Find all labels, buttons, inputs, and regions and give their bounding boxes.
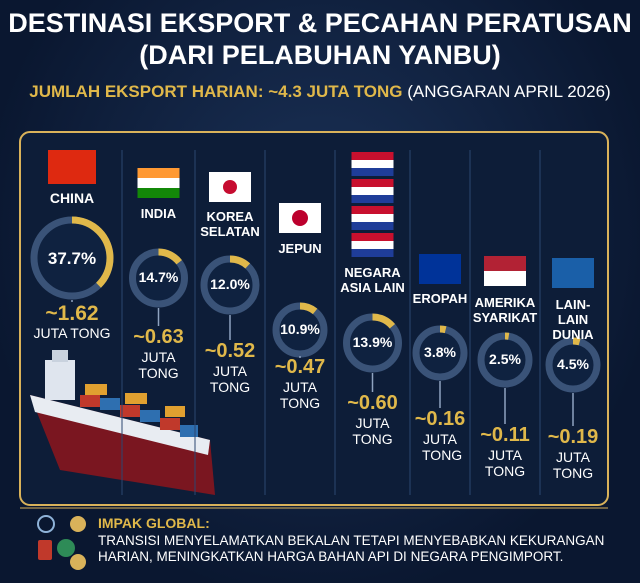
flag [351, 195, 394, 203]
volume-unit: JUTA TONG [484, 447, 526, 480]
flag [351, 179, 394, 187]
volume-unit: JUTA TONG [552, 449, 594, 482]
flag-emblem [292, 210, 308, 226]
destination-name: LAIN-LAIN DUNIA [552, 297, 594, 342]
destination-name: NEGARA ASIA LAIN [340, 265, 405, 295]
volume-unit: JUTA TONG [422, 431, 463, 464]
volume: ~0.11 [480, 424, 530, 446]
flag [351, 222, 394, 230]
flag [351, 160, 394, 168]
flag [351, 241, 394, 249]
ring-share [477, 332, 533, 388]
flag [137, 178, 180, 188]
flag [48, 150, 96, 184]
destination-name: AMERIKA SYARIKAT [472, 295, 538, 325]
volume-unit: JUTA TONG [352, 415, 393, 448]
flag [351, 206, 394, 214]
volume: ~0.63 [133, 326, 184, 348]
title: DESTINASI EKSPORT & PECAHAN PERATUSAN [8, 8, 632, 38]
destination-name: EROPAH [412, 291, 468, 306]
volume-unit: JUTA TONG [138, 349, 179, 382]
ring-share [272, 302, 328, 358]
volume-unit: JUTA TONG [279, 379, 321, 412]
flag [419, 254, 461, 284]
share-label: 2.5% [489, 351, 521, 367]
flag [351, 187, 394, 195]
impact-title: IMPAK GLOBAL: [98, 515, 210, 531]
volume: ~0.47 [274, 356, 326, 378]
flag [137, 188, 180, 198]
flag [351, 233, 394, 241]
flag [137, 168, 180, 178]
subtitle-note: (ANGGARAN APRIL 2026) [407, 82, 611, 101]
ring-share [129, 248, 188, 308]
share-label: 13.9% [352, 334, 393, 350]
destination-name: CHINA [49, 190, 95, 206]
volume-unit: JUTA TONG [209, 363, 251, 396]
ring-share [545, 337, 601, 393]
share-label: 37.7% [47, 249, 97, 268]
ring-share [200, 255, 260, 315]
impact-icons [37, 515, 86, 570]
impact-text: TRANSISI MENYELAMATKAN BEKALAN TETAPI ME… [98, 533, 605, 564]
volume: ~1.62 [45, 302, 99, 325]
flag [351, 214, 394, 222]
flag [484, 271, 526, 286]
subtitle-main: JUMLAH EKSPORT HARIAN: ~4.3 JUTA TONG [29, 82, 403, 101]
destination-name: KOREA SELATAN [200, 209, 260, 239]
flag [351, 152, 394, 160]
flag [351, 168, 394, 176]
ring-share [343, 313, 402, 373]
ring-share [30, 216, 114, 300]
volume: ~0.16 [414, 408, 466, 430]
share-label: 4.5% [557, 356, 589, 372]
volume: ~0.52 [204, 340, 256, 362]
flag [484, 256, 526, 271]
share-label: 3.8% [424, 344, 456, 360]
title: (DARI PELABUHAN YANBU) [139, 40, 501, 70]
ring-share [412, 325, 468, 381]
subtitle: JUMLAH EKSPORT HARIAN: ~4.3 JUTA TONG (A… [0, 82, 640, 102]
volume: ~0.19 [547, 426, 599, 448]
flag [552, 258, 594, 288]
volume: ~0.60 [347, 392, 398, 414]
share-label: 14.7% [138, 269, 179, 285]
destination-name: JEPUN [278, 241, 322, 256]
destination-name: INDIA [140, 206, 177, 221]
share-label: 12.0% [210, 276, 250, 292]
flag [351, 249, 394, 257]
flag-emblem [223, 180, 237, 194]
volume-unit: JUTA TONG [33, 325, 111, 341]
share-label: 10.9% [280, 321, 320, 337]
